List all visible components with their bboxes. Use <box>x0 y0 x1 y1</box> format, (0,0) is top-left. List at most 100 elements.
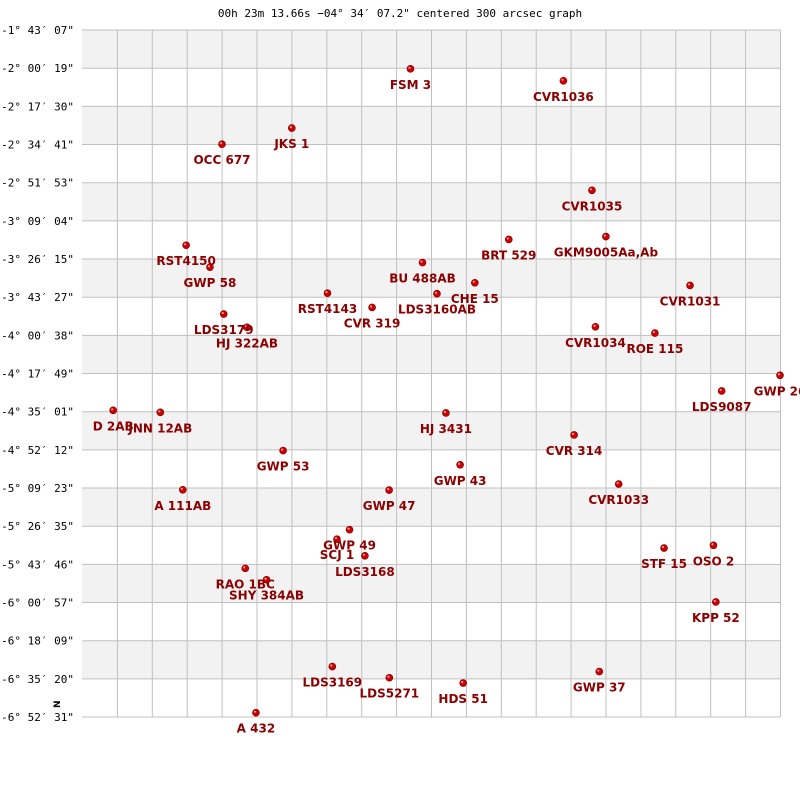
star-highlight <box>687 283 691 286</box>
star-marker[interactable] <box>559 77 568 85</box>
star-highlight <box>180 487 183 490</box>
y-tick-label: -1° 43′ 07" <box>1 24 74 37</box>
star-marker[interactable] <box>614 480 623 488</box>
star-label: GWP 58 <box>184 276 237 290</box>
star-label: GWP 37 <box>573 681 626 695</box>
star-highlight <box>711 543 714 546</box>
star-highlight <box>347 527 350 530</box>
star-marker[interactable] <box>328 662 337 671</box>
star-marker[interactable] <box>709 541 718 550</box>
star-label: BU 488AB <box>389 272 456 286</box>
y-tick-label: -4° 00′ 38" <box>1 329 74 342</box>
star-highlight <box>330 664 333 667</box>
star-marker[interactable] <box>471 278 479 287</box>
star-label: HJ 3431 <box>420 422 472 436</box>
star-highlight <box>719 388 722 392</box>
star-marker[interactable] <box>109 406 118 415</box>
star-highlight <box>280 448 284 451</box>
star-label: LDS3169 <box>302 676 362 690</box>
y-tick-label: -5° 09′ 23" <box>1 482 74 495</box>
star-marker[interactable] <box>288 124 296 132</box>
star-label: CVR1031 <box>660 294 721 308</box>
star-highlight <box>652 330 656 334</box>
star-marker[interactable] <box>442 409 450 417</box>
chart-title: 00h 23m 13.66s −04° 34′ 07.2" centered 3… <box>218 7 582 20</box>
y-tick-label: -2° 34′ 41" <box>1 139 74 152</box>
star-highlight <box>184 243 187 246</box>
star-highlight <box>244 325 248 328</box>
star-marker[interactable] <box>459 679 467 687</box>
star-label: LDS9087 <box>692 400 752 414</box>
star-marker[interactable] <box>591 322 600 331</box>
star-highlight <box>597 669 600 672</box>
star-marker[interactable] <box>686 281 694 290</box>
star-highlight <box>243 566 246 569</box>
star-marker[interactable] <box>241 564 250 573</box>
star-highlight <box>434 291 438 294</box>
star-marker[interactable] <box>218 140 226 149</box>
star-marker[interactable] <box>651 329 659 337</box>
star-label: KPP 52 <box>692 611 740 625</box>
star-marker[interactable] <box>570 431 578 439</box>
star-label: A 432 <box>237 722 276 736</box>
star-marker[interactable] <box>660 544 668 552</box>
star-marker[interactable] <box>433 289 441 298</box>
star-labels-layer: FSM 3 CVR1036 JKS 1 OCC 677 CVR1035 GKM9005Aa… <box>93 78 800 736</box>
star-label: GWP 49 <box>323 539 376 553</box>
star-marker[interactable] <box>219 310 228 318</box>
star-label: JNN 12AB <box>127 421 192 435</box>
star-marker[interactable] <box>456 460 464 469</box>
star-label: HDS 51 <box>438 692 488 706</box>
star-label: GWP 43 <box>434 474 487 488</box>
star-highlight <box>616 481 619 485</box>
y-tick-label: -3° 09′ 04" <box>1 215 74 228</box>
star-marker[interactable] <box>418 258 427 267</box>
star-marker[interactable] <box>178 485 187 494</box>
star-marker[interactable] <box>595 667 604 676</box>
star-label: D 2AB <box>93 419 134 433</box>
star-marker[interactable] <box>361 551 369 560</box>
star-highlight <box>207 265 211 268</box>
star-highlight <box>408 66 411 69</box>
star-marker[interactable] <box>182 241 190 250</box>
star-label: GWP 47 <box>363 499 416 513</box>
star-label: SHY 384AB <box>229 589 304 603</box>
star-marker[interactable] <box>368 303 376 312</box>
star-label: RST4150 <box>156 254 215 268</box>
star-highlight <box>571 432 575 436</box>
star-highlight <box>589 188 593 191</box>
stars-layer <box>109 65 784 717</box>
star-marker[interactable] <box>406 65 415 73</box>
star-marker[interactable] <box>252 708 260 717</box>
star-marker[interactable] <box>588 186 596 195</box>
star-label: CVR1033 <box>588 493 649 507</box>
star-label: FSM 3 <box>390 78 431 92</box>
star-marker[interactable] <box>279 446 287 455</box>
star-label: JKS 1 <box>273 137 309 151</box>
star-marker[interactable] <box>385 486 393 494</box>
star-marker[interactable] <box>323 289 332 297</box>
star-highlight <box>362 553 365 556</box>
y-tick-label: -6° 00′ 57" <box>1 596 74 609</box>
star-highlight <box>603 234 607 237</box>
star-label: A 111AB <box>154 499 211 513</box>
star-label: CVR1035 <box>562 199 623 213</box>
y-tick-label: -5° 26′ 35" <box>1 520 74 533</box>
star-highlight <box>593 324 596 327</box>
star-marker[interactable] <box>717 387 726 395</box>
star-marker[interactable] <box>504 235 513 244</box>
star-marker[interactable] <box>712 598 720 606</box>
star-label: GWP 26 <box>754 384 800 398</box>
star-marker[interactable] <box>385 673 394 682</box>
star-label: CVR 314 <box>546 444 603 458</box>
star-marker[interactable] <box>345 525 354 534</box>
star-marker[interactable] <box>602 232 610 241</box>
star-label: GWP 53 <box>257 460 310 474</box>
star-marker[interactable] <box>156 408 165 417</box>
star-marker[interactable] <box>776 371 784 380</box>
star-label: RAO 1BC <box>216 577 275 591</box>
star-label: LDS5271 <box>360 687 420 701</box>
y-tick-label: -4° 35′ 01" <box>1 406 74 419</box>
star-highlight <box>369 305 373 308</box>
star-label: CVR1036 <box>533 90 594 104</box>
